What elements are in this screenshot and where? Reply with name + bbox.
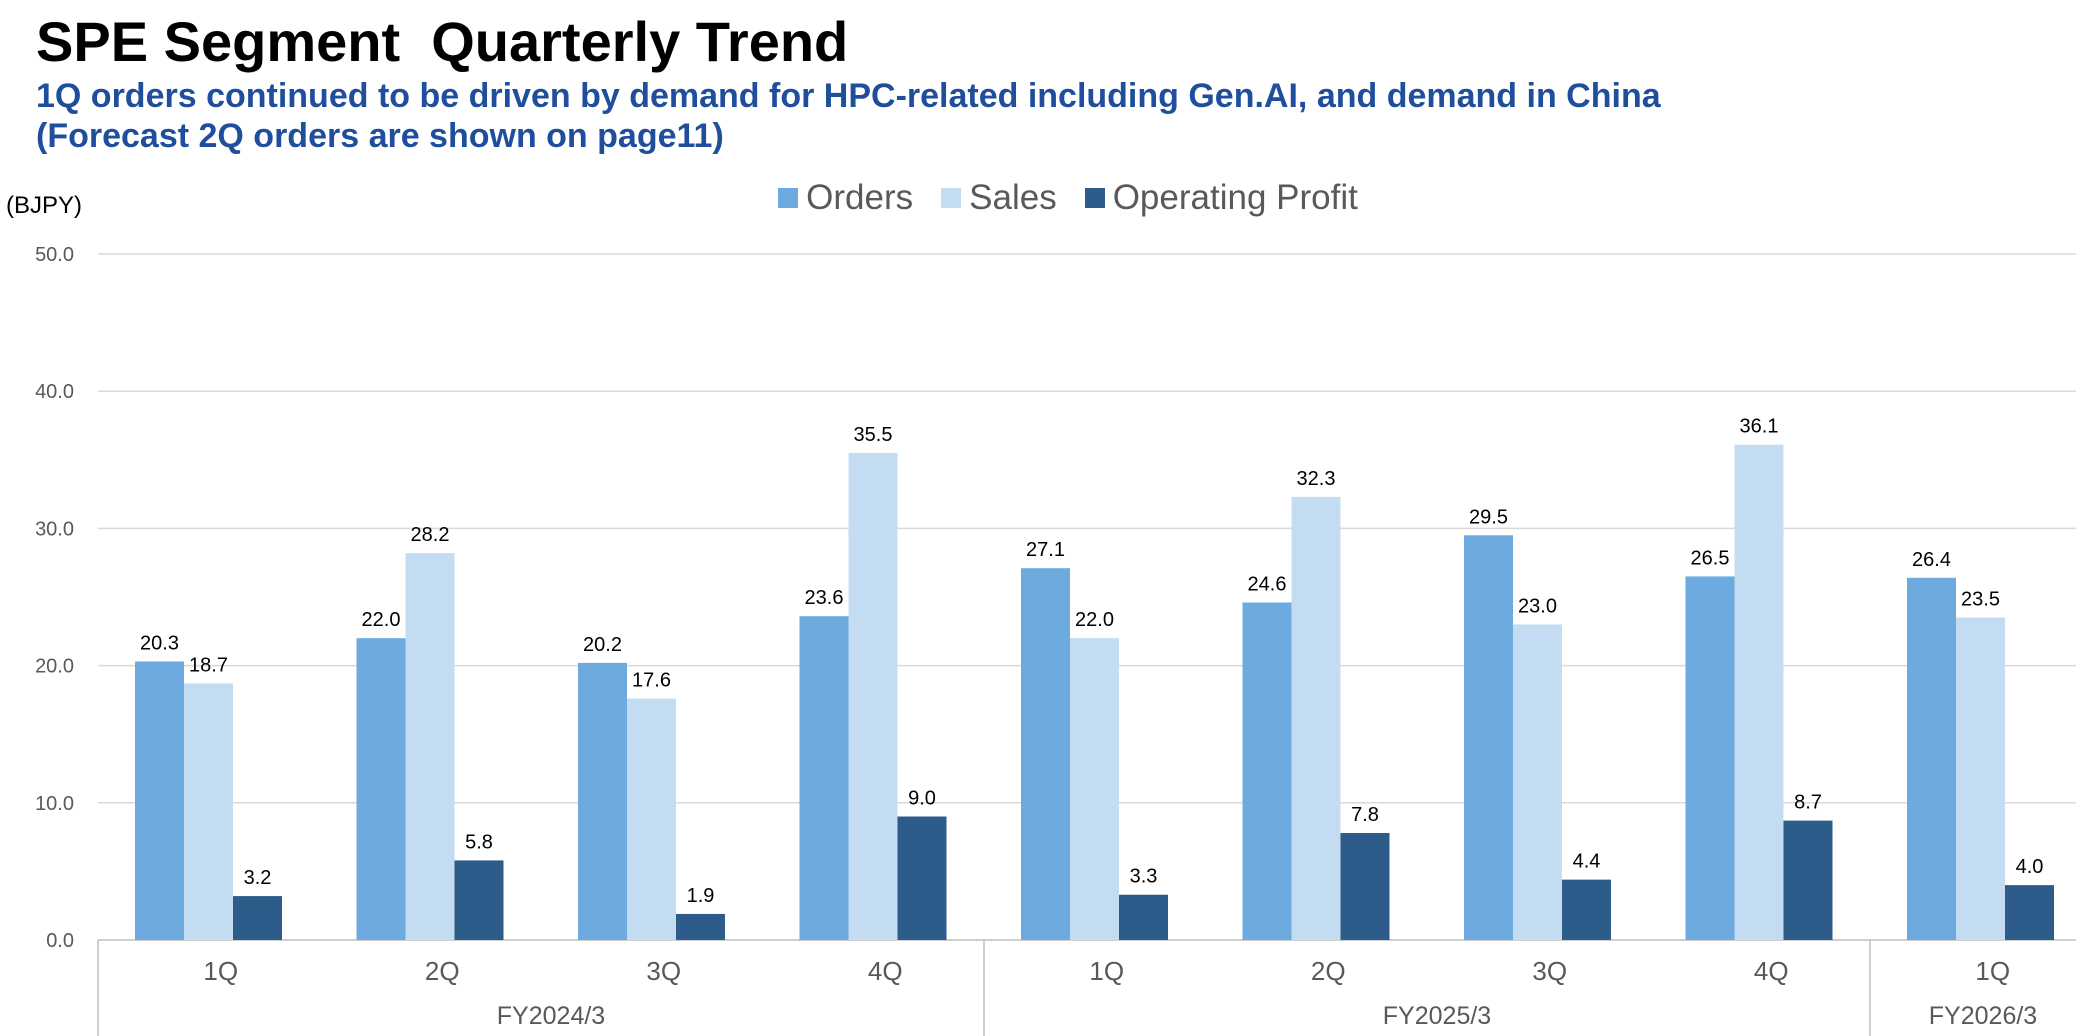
data-label: 20.2 <box>583 634 622 656</box>
legend-label-operating-profit: Operating Profit <box>1112 178 1358 217</box>
data-label: 24.6 <box>1248 573 1287 595</box>
y-tick-label: 40.0 <box>35 381 74 403</box>
bar-orders <box>1464 535 1513 940</box>
y-tick-label: 30.0 <box>35 518 74 540</box>
subtitle: 1Q orders continued to be driven by dema… <box>36 76 1661 156</box>
legend-item-sales: Sales <box>941 178 1057 218</box>
data-label: 35.5 <box>854 424 893 446</box>
bar-orders <box>578 662 627 940</box>
data-label: 32.3 <box>1297 468 1336 490</box>
bar-orders <box>1242 602 1292 940</box>
bar-operating-profit <box>454 860 504 940</box>
bar-sales <box>1956 617 2005 940</box>
y-tick-label: 20.0 <box>35 656 74 678</box>
y-tick-label: 10.0 <box>35 793 74 815</box>
legend-label-orders: Orders <box>806 178 914 217</box>
data-label: 23.0 <box>1518 595 1557 617</box>
data-label: 20.3 <box>140 632 179 654</box>
bar-operating-profit <box>1562 879 1611 940</box>
legend-item-operating-profit: Operating Profit <box>1084 178 1358 218</box>
chart-legend: Orders Sales Operating Profit <box>0 178 2076 218</box>
bar-operating-profit <box>1783 820 1833 940</box>
x-tick-label: 1Q <box>1975 956 2010 986</box>
y-tick-label: 50.0 <box>35 244 74 266</box>
bar-sales <box>1291 496 1341 940</box>
data-label: 26.5 <box>1691 547 1730 569</box>
bar-sales <box>848 452 898 940</box>
bar-orders <box>135 661 184 940</box>
data-label: 3.2 <box>244 867 272 889</box>
bar-operating-profit <box>897 816 947 940</box>
bar-sales <box>1513 624 1562 940</box>
data-label: 26.4 <box>1912 549 1951 571</box>
x-tick-label: 2Q <box>425 956 460 986</box>
x-tick-label: 3Q <box>1532 956 1567 986</box>
data-label: 8.7 <box>1794 792 1822 814</box>
bar-sales <box>405 553 455 940</box>
x-tick-label: 1Q <box>1089 956 1124 986</box>
data-label: 36.1 <box>1740 416 1779 438</box>
legend-swatch-operating-profit <box>1084 188 1105 208</box>
bar-sales <box>184 683 233 940</box>
data-label: 28.2 <box>411 524 450 546</box>
group-label: FY2024/3 <box>497 1002 605 1030</box>
bar-operating-profit <box>233 896 282 940</box>
group-label: FY2025/3 <box>1383 1002 1491 1030</box>
data-label: 17.6 <box>632 670 671 692</box>
page-title: SPE Segment Quarterly Trend <box>36 10 849 73</box>
bar-orders <box>1685 576 1735 940</box>
data-label: 5.8 <box>465 831 493 853</box>
bar-operating-profit <box>1119 894 1168 940</box>
data-label: 23.5 <box>1961 589 2000 611</box>
bar-orders <box>1021 568 1070 940</box>
bar-operating-profit <box>2005 885 2054 940</box>
data-label: 27.1 <box>1026 539 1065 561</box>
x-tick-label: 2Q <box>1311 956 1346 986</box>
group-label: FY2026/3 <box>1929 1002 2037 1030</box>
bar-operating-profit <box>1340 832 1390 940</box>
legend-label-sales: Sales <box>969 178 1057 217</box>
bar-operating-profit <box>676 913 725 940</box>
data-label: 9.0 <box>908 788 936 810</box>
x-tick-label: 3Q <box>646 956 681 986</box>
bar-orders <box>799 616 849 940</box>
unit-label: (BJPY) <box>6 192 83 219</box>
data-label: 29.5 <box>1469 506 1508 528</box>
data-label: 22.0 <box>1075 609 1114 631</box>
bar-orders <box>1907 577 1956 940</box>
legend-swatch-sales <box>941 188 962 208</box>
data-label: 7.8 <box>1351 804 1379 826</box>
y-tick-label: 0.0 <box>46 930 74 952</box>
data-label: 22.0 <box>362 609 401 631</box>
data-label: 4.4 <box>1573 851 1601 873</box>
subtitle-line-2: (Forecast 2Q orders are shown on page11) <box>36 117 724 155</box>
bar-sales <box>627 698 676 940</box>
x-tick-label: 1Q <box>203 956 238 986</box>
data-label: 4.0 <box>2016 856 2044 878</box>
data-label: 3.3 <box>1130 866 1158 888</box>
bar-sales <box>1734 444 1784 940</box>
x-tick-label: 4Q <box>1754 956 1789 986</box>
legend-swatch-orders <box>778 188 799 208</box>
bar-orders <box>356 638 406 940</box>
x-tick-label: 4Q <box>868 956 903 986</box>
subtitle-line-1: 1Q orders continued to be driven by dema… <box>36 77 1661 115</box>
bar-sales <box>1070 638 1119 940</box>
data-label: 18.7 <box>189 654 228 676</box>
data-label: 23.6 <box>805 587 844 609</box>
data-label: 1.9 <box>687 885 715 907</box>
legend-item-orders: Orders <box>778 178 913 218</box>
